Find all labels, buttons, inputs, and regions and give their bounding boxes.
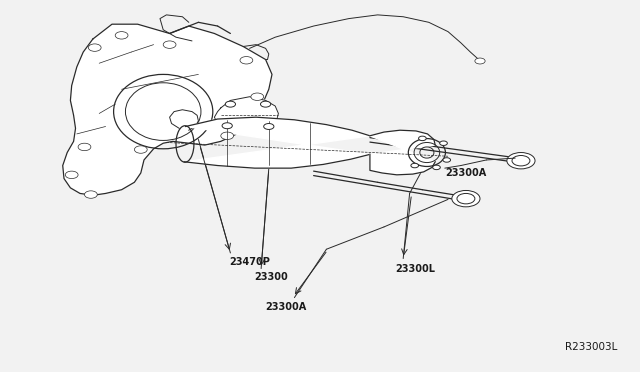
Circle shape (251, 93, 264, 100)
Circle shape (507, 153, 535, 169)
Circle shape (433, 165, 440, 170)
Polygon shape (370, 130, 435, 175)
Circle shape (260, 101, 271, 107)
Circle shape (264, 124, 274, 129)
Text: 23300: 23300 (255, 272, 289, 282)
Text: 23470P: 23470P (229, 257, 270, 267)
Circle shape (225, 101, 236, 107)
Circle shape (222, 123, 232, 129)
Circle shape (134, 146, 147, 153)
Circle shape (88, 44, 101, 51)
Circle shape (411, 163, 419, 168)
Circle shape (475, 58, 485, 64)
Circle shape (84, 191, 97, 198)
Circle shape (78, 143, 91, 151)
Circle shape (419, 136, 426, 141)
Polygon shape (63, 24, 272, 195)
Circle shape (115, 32, 128, 39)
Text: 23300L: 23300L (396, 264, 435, 273)
Circle shape (221, 132, 234, 140)
Text: R233003L: R233003L (565, 341, 618, 352)
Circle shape (443, 158, 451, 162)
Polygon shape (214, 97, 278, 131)
Circle shape (440, 141, 447, 145)
Text: 23300A: 23300A (445, 168, 486, 178)
Circle shape (65, 171, 78, 179)
Text: 23300A: 23300A (266, 302, 307, 312)
Circle shape (240, 57, 253, 64)
Circle shape (452, 190, 480, 207)
Polygon shape (184, 117, 370, 168)
Circle shape (163, 41, 176, 48)
Circle shape (512, 155, 530, 166)
Circle shape (457, 193, 475, 204)
